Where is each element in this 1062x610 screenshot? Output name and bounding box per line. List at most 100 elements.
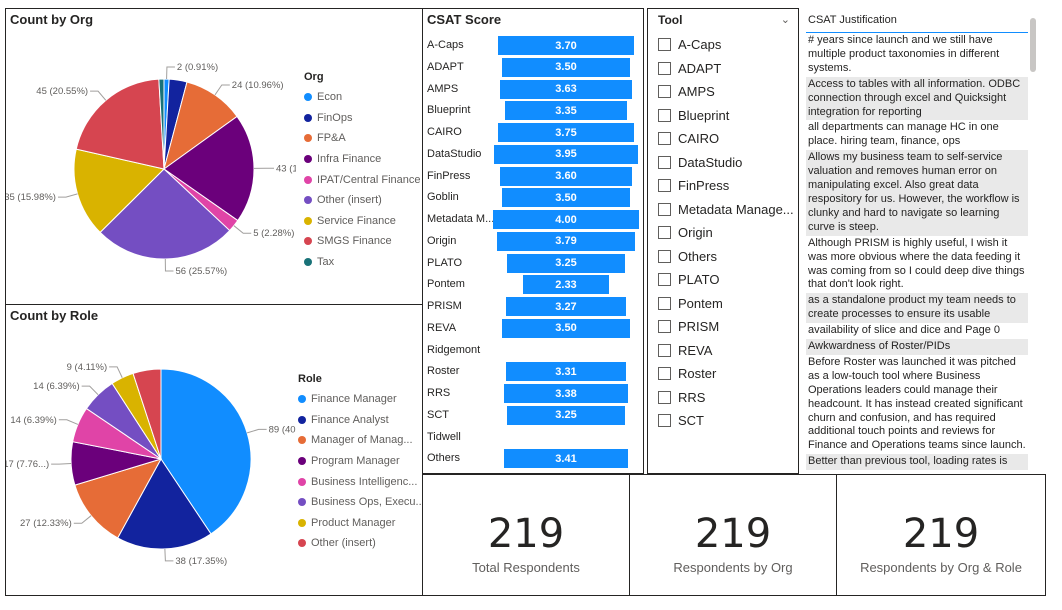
checkbox[interactable]: [658, 414, 671, 427]
checkbox[interactable]: [658, 38, 671, 51]
csat-bar[interactable]: 3.35: [504, 101, 628, 121]
org-data-label-3: 43 (19.63%): [276, 163, 296, 174]
tool-slicer-option[interactable]: Origin: [658, 225, 713, 240]
org-legend-item-6[interactable]: Service Finance: [304, 211, 421, 232]
role-legend-item-1[interactable]: Finance Analyst: [298, 410, 422, 431]
role-slice-1[interactable]: [117, 458, 212, 550]
csat-bar[interactable]: 3.50: [502, 57, 630, 77]
tool-slicer-option-label: Origin: [678, 225, 713, 240]
org-slice-8[interactable]: [158, 78, 165, 170]
tool-slicer-option[interactable]: Metadata Manage...: [658, 202, 794, 217]
justification-header[interactable]: CSAT Justification: [806, 12, 1028, 33]
table-row[interactable]: Allows my business team to self-service …: [806, 150, 1028, 236]
checkbox[interactable]: [658, 61, 671, 75]
role-legend-item-0[interactable]: Finance Manager: [298, 389, 422, 410]
csat-bar[interactable]: 4.00: [493, 210, 639, 229]
csat-bar[interactable]: 3.27: [506, 297, 626, 316]
csat-bar[interactable]: 3.79: [496, 231, 636, 251]
org-legend-label: FP&A: [317, 132, 346, 145]
checkbox[interactable]: [658, 343, 671, 357]
csat-bar[interactable]: 3.25: [506, 253, 626, 273]
csat-bar[interactable]: 3.31: [505, 362, 627, 382]
table-row[interactable]: availability of slice and dice and Page …: [808, 324, 1001, 337]
tool-slicer-option[interactable]: PRISM: [658, 319, 719, 334]
tool-slicer-option[interactable]: AMPS: [658, 84, 715, 99]
vertical-scrollbar[interactable]: [1030, 18, 1036, 72]
role-legend-item-6[interactable]: Product Manager: [298, 513, 422, 534]
org-legend-item-7[interactable]: SMGS Finance: [304, 231, 421, 252]
csat-score-title: CSAT Score: [427, 12, 502, 27]
org-pie-chart[interactable]: 2 (0.91%) 24 (10.96%) 43 (19.63%) 5 (2.28%)…: [6, 9, 296, 299]
checkbox[interactable]: [658, 85, 671, 98]
org-legend-item-3[interactable]: Infra Finance: [304, 149, 421, 170]
csat-bar[interactable]: 3.38: [504, 384, 628, 403]
role-slice-7[interactable]: [132, 368, 162, 460]
org-legend-item-4[interactable]: IPAT/Central Finance: [304, 169, 421, 190]
csat-category-label: Goblin: [427, 191, 459, 204]
checkbox[interactable]: [658, 390, 671, 404]
tool-slicer-option[interactable]: CAIRO: [658, 131, 719, 146]
role-legend-item-3[interactable]: Program Manager: [298, 451, 422, 472]
table-row[interactable]: Awkwardness of Roster/PIDs: [806, 339, 1028, 355]
tool-slicer-option[interactable]: RRS: [658, 390, 705, 405]
checkbox[interactable]: [658, 132, 671, 145]
checkbox[interactable]: [658, 202, 671, 216]
checkbox[interactable]: [658, 108, 671, 122]
tool-slicer-option[interactable]: REVA: [658, 343, 712, 358]
checkbox[interactable]: [658, 367, 671, 380]
checkbox[interactable]: [658, 226, 671, 239]
role-legend-item-5[interactable]: Business Ops, Execu...: [298, 492, 422, 513]
org-legend-label: SMGS Finance: [317, 235, 392, 248]
checkbox[interactable]: [658, 296, 671, 310]
org-slice-3[interactable]: [163, 115, 255, 222]
tool-slicer-option[interactable]: ADAPT: [658, 61, 721, 76]
csat-bar[interactable]: 3.41: [503, 449, 629, 469]
checkbox[interactable]: [658, 155, 671, 169]
csat-bar[interactable]: 2.33: [523, 275, 609, 295]
card-value: 219: [902, 511, 980, 557]
org-legend-item-0[interactable]: Econ: [304, 87, 421, 108]
table-row[interactable]: Better than previous tool, loading rates…: [806, 454, 1028, 471]
role-legend-item-4[interactable]: Business Intelligenc...: [298, 471, 422, 492]
csat-bar[interactable]: 3.25: [506, 405, 626, 425]
table-row[interactable]: as a standalone product my team needs to…: [806, 293, 1028, 324]
table-row[interactable]: # years since launch and we still have m…: [808, 34, 1000, 74]
role-legend-item-7[interactable]: Other (insert): [298, 533, 422, 554]
table-row[interactable]: Before Roster was launched it was pitche…: [808, 355, 1026, 452]
tool-slicer-option[interactable]: Others: [658, 249, 717, 264]
role-pie-chart[interactable]: 89 (40.64%) 38 (17.35%) 27 (12.33%) 17 (7.7…: [6, 305, 296, 595]
csat-bar[interactable]: 3.95: [493, 144, 639, 164]
org-legend-item-1[interactable]: FinOps: [304, 108, 421, 129]
csat-bar[interactable]: 3.50: [502, 318, 630, 338]
tool-slicer-option[interactable]: A-Caps: [658, 37, 721, 52]
card-label: Respondents by Org: [673, 560, 793, 575]
csat-bar[interactable]: 3.70: [498, 36, 634, 55]
tool-slicer-option[interactable]: FinPress: [658, 178, 729, 193]
table-row[interactable]: Access to tables with all information. O…: [806, 76, 1028, 121]
tool-slicer-option[interactable]: Pontem: [658, 296, 723, 311]
csat-bar[interactable]: 3.63: [499, 79, 633, 99]
org-legend-item-8[interactable]: Tax: [304, 252, 421, 273]
checkbox[interactable]: [658, 179, 671, 192]
csat-bar[interactable]: 3.60: [500, 166, 632, 186]
org-legend-item-5[interactable]: Other (insert): [304, 190, 421, 211]
checkbox[interactable]: [658, 320, 671, 333]
checkbox[interactable]: [658, 249, 671, 263]
tool-slicer-option[interactable]: PLATO: [658, 272, 719, 287]
tool-slicer-option-label: RRS: [678, 389, 706, 405]
tool-slicer-option[interactable]: Roster: [658, 366, 716, 381]
org-legend-item-2[interactable]: FP&A: [304, 128, 421, 149]
tool-slicer-option[interactable]: SCT: [658, 413, 704, 428]
org-slice-5[interactable]: [99, 168, 231, 260]
table-row[interactable]: Although PRISM is highly useful, I wish …: [808, 236, 1025, 291]
org-slice-7[interactable]: [75, 78, 165, 170]
role-legend-item-2[interactable]: Manager of Manag...: [298, 430, 422, 451]
tool-slicer-option[interactable]: DataStudio: [658, 155, 742, 170]
table-row[interactable]: all departments can manage HC in one pla…: [808, 121, 999, 148]
tool-slicer-option[interactable]: Blueprint: [658, 108, 729, 123]
checkbox[interactable]: [658, 273, 671, 286]
csat-bar[interactable]: 3.75: [497, 123, 635, 142]
csat-bar[interactable]: 3.50: [502, 188, 630, 208]
tool-slicer-option-label: Metadata Manage...: [678, 201, 794, 217]
chevron-down-icon[interactable]: ⌄: [780, 14, 790, 26]
